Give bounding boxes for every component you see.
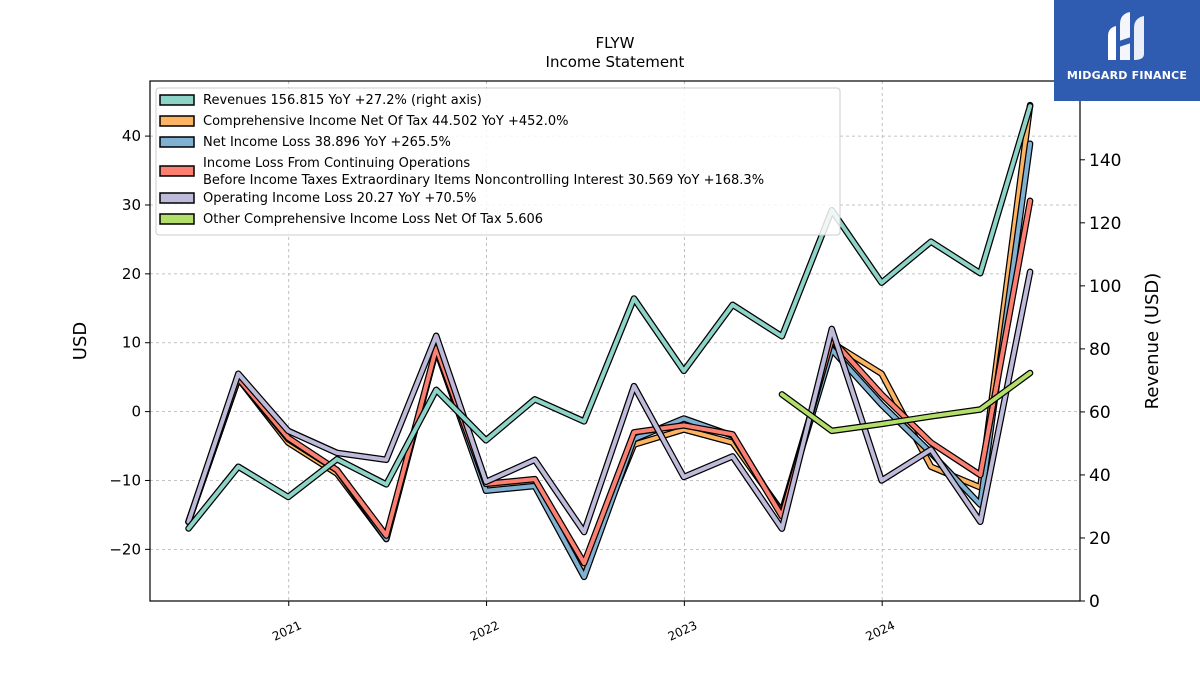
right-tick-label: 60 bbox=[1089, 403, 1111, 423]
left-tick-label: 20 bbox=[122, 265, 141, 283]
right-tick-label: 120 bbox=[1089, 214, 1121, 234]
x-tick-label: 2023 bbox=[666, 618, 700, 644]
series-layer bbox=[185, 101, 1034, 581]
series-line bbox=[186, 269, 1033, 535]
legend-swatch bbox=[159, 115, 195, 127]
left-tick-label: 40 bbox=[122, 127, 141, 145]
legend-label-line: Other Comprehensive Income Loss Net Of T… bbox=[203, 212, 543, 227]
right-tick-label: 0 bbox=[1089, 592, 1100, 612]
legend-label: Operating Income Loss 20.27 YoY +70.5% bbox=[203, 191, 477, 206]
legend-label-line: Net Income Loss 38.896 YoY +265.5% bbox=[203, 135, 451, 150]
legend-label-line: Income Loss From Continuing Operations bbox=[203, 156, 470, 171]
series-0 bbox=[185, 102, 1034, 532]
right-tick-label: 40 bbox=[1089, 466, 1111, 486]
x-tick-label: 2022 bbox=[468, 618, 502, 644]
right-tick-label: 20 bbox=[1089, 529, 1111, 549]
legend-swatch bbox=[159, 136, 195, 148]
left-tick-label: −10 bbox=[109, 471, 141, 489]
legend-label: Revenues 156.815 YoY +27.2% (right axis) bbox=[203, 93, 482, 108]
logo-mark-icon bbox=[1108, 12, 1144, 60]
left-tick-label: −20 bbox=[109, 540, 141, 558]
legend-label: Income Loss From Continuing Operations Be… bbox=[203, 156, 764, 188]
series-5 bbox=[778, 369, 1034, 435]
x-tick-label: 2024 bbox=[864, 618, 898, 644]
legend-swatch bbox=[159, 94, 195, 106]
chart-subtitle: Income Statement bbox=[546, 53, 685, 71]
right-tick-label: 80 bbox=[1089, 340, 1111, 360]
legend-label-line: Before Income Taxes Extraordinary Items … bbox=[203, 173, 764, 188]
x-axis: 2021 2022 2023 2024 bbox=[270, 601, 897, 644]
series-line bbox=[186, 104, 1033, 531]
left-y-axis: −20 −10 0 10 20 30 40 bbox=[109, 127, 150, 558]
left-tick-label: 0 bbox=[131, 403, 141, 421]
legend-label-line: Comprehensive Income Net Of Tax 44.502 Y… bbox=[203, 114, 568, 129]
right-y-axis: 0 20 40 60 80 100 120 140 bbox=[1080, 151, 1121, 612]
legend-label-line: Revenues 156.815 YoY +27.2% (right axis) bbox=[203, 93, 482, 108]
right-tick-label: 100 bbox=[1089, 277, 1121, 297]
legend-label: Other Comprehensive Income Loss Net Of T… bbox=[203, 212, 543, 227]
legend-swatch bbox=[159, 213, 195, 225]
left-tick-label: 30 bbox=[122, 196, 141, 214]
legend-swatch bbox=[159, 192, 195, 204]
x-tick-label: 2021 bbox=[270, 618, 304, 644]
right-tick-label: 140 bbox=[1089, 151, 1121, 171]
legend-label-line: Operating Income Loss 20.27 YoY +70.5% bbox=[203, 191, 477, 206]
plot-frame bbox=[149, 80, 1081, 602]
legend-swatch bbox=[159, 165, 195, 177]
legend-label: Comprehensive Income Net Of Tax 44.502 Y… bbox=[203, 114, 568, 129]
y-axis-label-right: Revenue (USD) bbox=[1142, 273, 1163, 410]
logo-text: MIDGARD FINANCE bbox=[1066, 69, 1188, 82]
series-4 bbox=[185, 268, 1034, 536]
legend-box bbox=[155, 87, 841, 236]
series-line bbox=[779, 371, 1033, 433]
left-tick-label: 10 bbox=[122, 334, 141, 352]
y-axis-label-left: USD bbox=[70, 322, 91, 360]
legend: Revenues 156.815 YoY +27.2% (right axis)… bbox=[155, 87, 841, 236]
legend-label: Net Income Loss 38.896 YoY +265.5% bbox=[203, 135, 451, 150]
midgard-finance-logo: MIDGARD FINANCE bbox=[1054, 0, 1200, 101]
chart-title: FLYW bbox=[596, 34, 635, 52]
